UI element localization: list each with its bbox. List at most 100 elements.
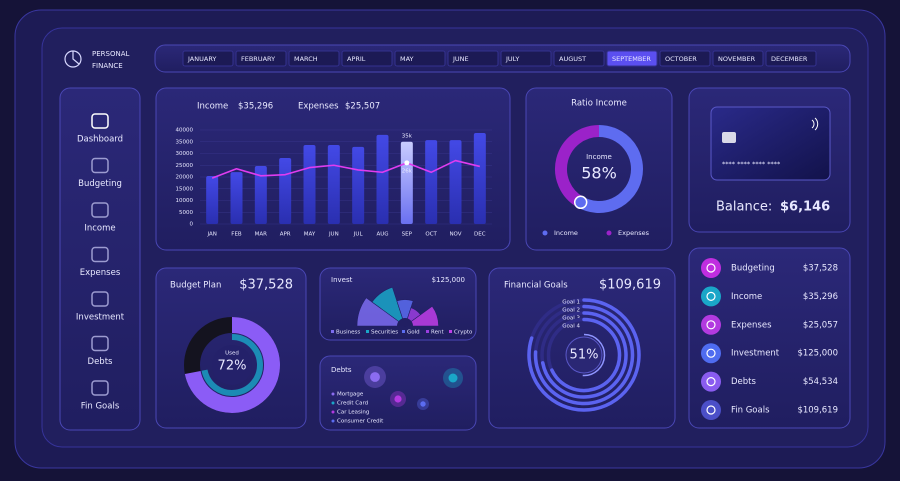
legend-label: Consumer Credit [337,419,384,425]
bar [327,145,340,224]
summary-icon [701,371,721,392]
polar-wedge [396,299,414,327]
donut-label: Used [225,351,239,357]
month-tab[interactable] [288,50,340,67]
legend-swatch [366,330,369,333]
bubble-core [394,395,402,403]
y-tick-label: 40000 [176,128,194,134]
legend-label: Rent [431,330,444,336]
balance-amount: $6,146 [780,200,830,215]
summary-label: Income [731,292,762,302]
chip [722,132,736,143]
legend-label: Car Leasing [337,410,369,416]
month-tab[interactable] [447,50,499,67]
nav-item[interactable]: Budgeting [78,179,122,189]
summary-icon [701,314,721,335]
nav-item[interactable]: Investment [76,313,125,323]
card-total: $109,619 [599,278,661,293]
summary-value: $125,000 [797,349,838,359]
summary-icon [701,286,721,307]
month-label: AUGUST [559,55,586,63]
summary-icon [706,377,716,387]
month-tab[interactable] [235,50,287,67]
nav-item[interactable]: Fin Goals [81,402,120,412]
card [525,87,673,251]
bar [400,141,413,224]
goal-arc [550,317,622,393]
summary-label: Debts [731,377,757,387]
y-tick-label: 5000 [179,210,193,216]
summary-label: Budgeting [731,264,775,274]
card [688,247,851,429]
donut-handle [573,195,588,210]
donut-segment [555,125,600,208]
summary-icon [706,291,716,301]
donut-segment [184,317,280,413]
data-label: 26k [402,168,413,174]
x-tick-label: FEB [231,232,242,238]
line [211,159,481,179]
balance-label: Balance: [716,200,772,215]
legend-swatch [449,330,452,333]
legend-dot [331,419,335,423]
nav-item[interactable]: Debts [88,357,114,367]
summary-value: $109,619 [797,406,838,416]
bar [376,134,389,224]
y-tick-label: 35000 [176,139,194,145]
x-tick-label: SEP [402,232,413,238]
donut-segment [577,125,643,213]
summary-label: Fin Goals [731,406,770,416]
month-tab[interactable] [553,50,605,67]
card-title: Budget Plan [170,281,221,291]
bar [279,157,292,224]
donut-center [212,345,252,385]
month-tab[interactable] [606,50,658,67]
y-tick-label: 10000 [176,198,194,204]
month-label: APRIL [347,55,366,63]
x-tick-label: AUG [376,232,388,238]
nav-icon [91,380,109,396]
bar [449,140,462,224]
legend-dot [331,410,335,414]
logo [72,51,80,65]
x-tick-label: MAY [304,232,316,238]
data-label: 35k [402,133,413,139]
credit-card [710,106,831,181]
bar [425,140,438,224]
polar-wedge [404,305,439,327]
y-tick-label: 20000 [176,175,194,181]
legend-total: $35,296 [238,102,273,112]
bar [473,133,486,224]
nav-item[interactable]: Expenses [80,268,121,278]
nav-item[interactable]: Income [84,224,115,234]
month-tab[interactable] [500,50,552,67]
legend-label: Business [336,330,360,336]
goal-center-arc [582,333,606,377]
summary-value: $54,534 [803,377,838,387]
goal-center [565,336,603,374]
y-tick-label: 0 [190,222,194,228]
donut-value: 58% [581,164,617,183]
month-tab[interactable] [765,50,817,67]
goal-label: Goal 4 [562,324,580,330]
legend-label: Mortgage [337,392,364,398]
month-label: DECEMBER [771,55,808,63]
legend-label: Income [554,229,578,237]
month-tab[interactable] [394,50,446,67]
y-tick-label: 25000 [176,163,194,169]
month-label: SEPTEMBER [612,55,651,63]
bubble-core [370,372,380,382]
legend-dot [606,230,612,236]
point [404,160,410,166]
month-tab[interactable] [712,50,764,67]
nav-item[interactable]: Dashboard [77,135,123,145]
goal-label: Goal 3 [562,316,580,322]
month-label: MARCH [294,55,318,63]
polar-wedge [356,297,406,327]
legend-label: Expenses [298,102,339,112]
month-tab[interactable] [659,50,711,67]
month-tab[interactable] [341,50,393,67]
month-tab[interactable] [182,50,234,67]
summary-value: $37,528 [803,264,838,274]
